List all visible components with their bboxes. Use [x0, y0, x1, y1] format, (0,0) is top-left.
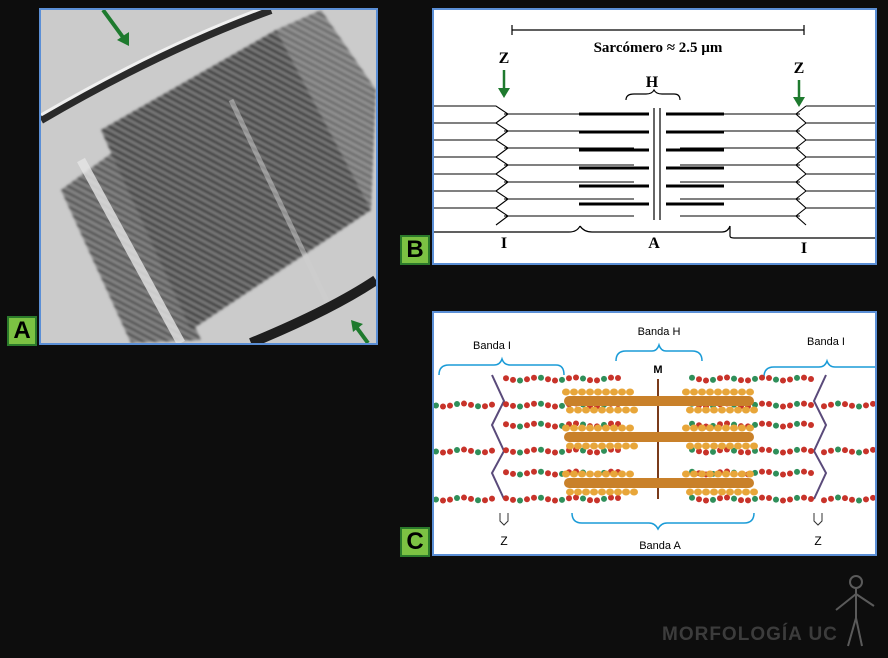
molecular-sarcomere-illustration: Banda I Banda H M Banda I Z Banda A Z [434, 326, 875, 552]
actin-filament [434, 446, 495, 456]
logo-text: MORFOLOGÍA UC [662, 624, 838, 645]
actin-filament [503, 374, 621, 384]
actin-filament [821, 494, 875, 504]
micrograph-image [41, 10, 376, 343]
thin-filament-right [795, 105, 875, 124]
panel-label-b: B [400, 235, 430, 265]
banda-h-label: Banda H [638, 326, 681, 338]
thin-filament-left [434, 105, 509, 124]
panel-label-c: C [400, 527, 430, 557]
green-arrow-icon [351, 320, 370, 343]
green-arrow-icon [498, 70, 510, 98]
thin-filament-left [434, 207, 509, 226]
thin-filament-right [795, 190, 875, 209]
actin-filament [821, 400, 875, 410]
i-band-label-right: I [801, 240, 807, 257]
thin-filament-left [434, 156, 509, 175]
actin-filament [503, 446, 621, 456]
thin-filament-right [795, 139, 875, 158]
thin-filament-left [434, 173, 509, 192]
thin-filament-right [795, 207, 875, 226]
sarcomere-schematic: Sarcómero ≈ 2.5 µm Z Z H I A I [434, 25, 875, 257]
actin-filament [821, 446, 875, 456]
thin-filament-left [434, 139, 509, 158]
thin-filament-left [434, 122, 509, 141]
sarcomere-schematic-panel: Sarcómero ≈ 2.5 µm Z Z H I A I [432, 8, 877, 265]
actin-filament [689, 494, 814, 504]
molecular-sarcomere-panel: Banda I Banda H M Banda I Z Banda A Z [432, 311, 877, 556]
banda-i-label-left: Banda I [473, 340, 511, 352]
z-label-right: Z [794, 60, 805, 77]
z-label-left: Z [499, 50, 510, 67]
myosin-filament [562, 388, 758, 414]
thin-filament-left [434, 190, 509, 209]
sarcomere-label: Sarcómero ≈ 2.5 µm [594, 40, 723, 56]
human-figure-logo-icon [835, 575, 875, 647]
myosin-filament [562, 470, 758, 496]
green-arrow-icon [793, 80, 805, 107]
actin-filament [503, 494, 621, 504]
banda-a-label: Banda A [639, 540, 681, 552]
banda-i-label-right: Banda I [807, 336, 845, 348]
actin-filament [434, 400, 495, 410]
myosin-filament [562, 424, 758, 450]
h-zone-label: H [646, 74, 659, 91]
thin-filament-right [795, 122, 875, 141]
z-label-right: Z [814, 534, 821, 548]
actin-filament [689, 374, 814, 384]
a-band-label: A [648, 235, 660, 252]
panel-label-a: A [7, 316, 37, 346]
thin-filament-right [795, 156, 875, 175]
thin-filament-right [795, 173, 875, 192]
green-arrow-icon [101, 10, 129, 46]
i-band-label-left: I [501, 235, 507, 252]
actin-filament [434, 494, 495, 504]
z-label-left: Z [500, 534, 507, 548]
micrograph-panel [39, 8, 378, 345]
m-line-label: M [653, 364, 662, 376]
